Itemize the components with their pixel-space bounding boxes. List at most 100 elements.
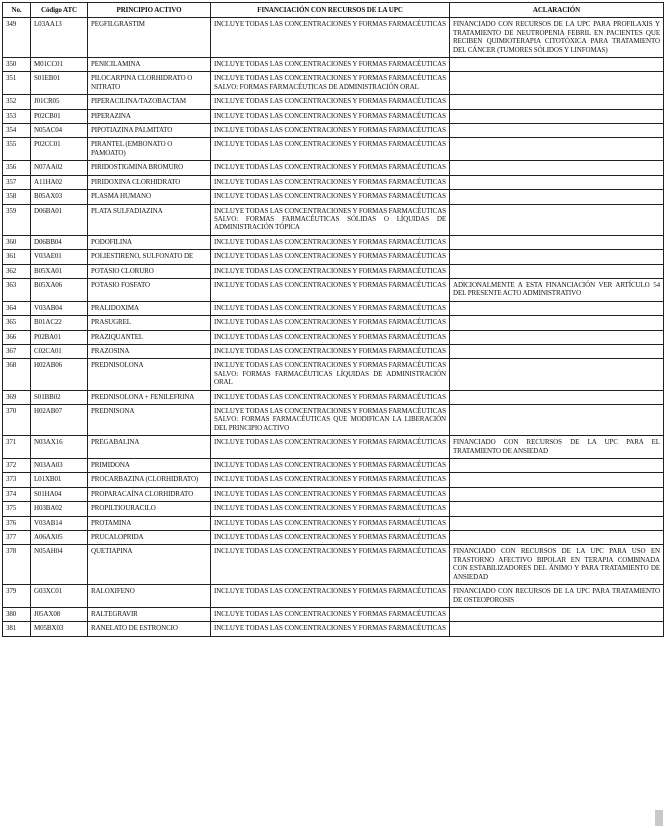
table-row: 358 B05AX03 PLASMA HUMANO INCLUYE TODAS LAS… — [2, 189, 664, 205]
cell-aclaracion — [449, 530, 664, 546]
cell-financiacion: INCLUYE TODAS LAS CONCENTRACIONES Y FORM… — [210, 94, 450, 110]
cell-codigo-atc: B01AC22 — [30, 315, 88, 331]
cell-financiacion: INCLUYE TODAS LAS CONCENTRACIONES Y FORM… — [210, 389, 450, 406]
table-row: 359 D06BA01 PLATA SULFADIAZINA INCLUYE TODA… — [2, 203, 664, 236]
cell-financiacion: INCLUYE TODAS LAS CONCENTRACIONES Y FORM… — [210, 315, 450, 331]
cell-codigo-atc: B05XA06 — [30, 277, 88, 302]
cell-financiacion: INCLUYE TODAS LAS CONCENTRACIONES Y FORM… — [210, 234, 450, 251]
table-row: 377 A06AX05 PRUCALOPRIDA INCLUYE TODAS LAS … — [2, 530, 664, 546]
cell-codigo-atc: D06BB04 — [30, 234, 88, 251]
cell-principio-activo: QUETIAPINA — [87, 544, 211, 586]
cell-codigo-atc: J01CR05 — [30, 94, 88, 110]
cell-codigo-atc: H03BA02 — [30, 501, 88, 517]
table-row: 352 J01CR05 PIPERACILINA/TAZOBACTAM INCLUYE… — [2, 94, 664, 110]
table-row: 357 A11HA02 PIRIDOXINA CLORHIDRATO INCLUYE … — [2, 174, 664, 191]
cell-codigo-atc: B05XA01 — [30, 263, 88, 279]
cell-aclaracion: FINANCIADO CON RECURSOS DE LA UPC PARA P… — [449, 17, 664, 59]
cell-no: 379 — [2, 584, 31, 608]
table-row: 374 S01HA04 PROPARACAÍNA CLORHIDRATO INCLUY… — [2, 486, 664, 503]
table-row: 378 N05AH04 QUETIAPINA INCLUYE TODAS LAS CO… — [2, 544, 664, 586]
cell-financiacion: INCLUYE TODAS LAS CONCENTRACIONES Y FORM… — [210, 300, 450, 317]
cell-no: 360 — [2, 234, 31, 251]
header-aclaracion: ACLARACIÓN — [449, 1, 664, 19]
cell-principio-activo: PIPERACILINA/TAZOBACTAM — [87, 94, 211, 110]
cell-codigo-atc: N07AA02 — [30, 160, 88, 176]
scrollbar-thumb[interactable] — [655, 810, 663, 826]
table-row: 356 N07AA02 PIRIDOSTIGMINA BROMURO INCLUYE … — [2, 160, 664, 176]
cell-aclaracion — [449, 234, 664, 251]
cell-principio-activo: PENICILAMINA — [87, 57, 211, 73]
cell-aclaracion — [449, 621, 664, 637]
cell-no: 359 — [2, 203, 31, 236]
cell-financiacion: INCLUYE TODAS LAS CONCENTRACIONES Y FORM… — [210, 486, 450, 503]
cell-aclaracion — [449, 137, 664, 162]
cell-no: 354 — [2, 123, 31, 139]
table-row: 370 H02AB07 PREDNISONA INCLUYE TODAS LAS CO… — [2, 403, 664, 437]
cell-financiacion: INCLUYE TODAS LAS CONCENTRACIONES Y FORM… — [210, 174, 450, 191]
cell-aclaracion — [449, 606, 664, 623]
table-row: 354 N05AC04 PIPOTIAZINA PALMITATO INCLUYE T… — [2, 123, 664, 139]
cell-codigo-atc: S01EB01 — [30, 71, 88, 96]
table-row: 379 G03XC01 RALOXIFENO INCLUYE TODAS LAS CO… — [2, 584, 664, 608]
cell-no: 380 — [2, 606, 31, 623]
cell-no: 358 — [2, 189, 31, 205]
cell-no: 365 — [2, 315, 31, 331]
cell-aclaracion — [449, 123, 664, 139]
cell-aclaracion — [449, 160, 664, 176]
cell-principio-activo: PREDNISOLONA + FENILEFRINA — [87, 389, 211, 406]
cell-aclaracion: ADICIONALMENTE A ESTA FINANCIACIÓN VER A… — [449, 277, 664, 302]
table-row: 364 V03AB04 PRALIDOXIMA INCLUYE TODAS LAS C… — [2, 300, 664, 317]
cell-no: 381 — [2, 621, 31, 637]
cell-financiacion: INCLUYE TODAS LAS CONCENTRACIONES Y FORM… — [210, 358, 450, 391]
cell-aclaracion — [449, 249, 664, 265]
table-row: 380 J05AX08 RALTEGRAVIR INCLUYE TODAS LAS C… — [2, 606, 664, 623]
cell-no: 370 — [2, 403, 31, 437]
cell-financiacion: INCLUYE TODAS LAS CONCENTRACIONES Y FORM… — [210, 544, 450, 586]
cell-financiacion: INCLUYE TODAS LAS CONCENTRACIONES Y FORM… — [210, 160, 450, 176]
cell-codigo-atc: N03AX16 — [30, 435, 88, 460]
cell-codigo-atc: A06AX05 — [30, 530, 88, 546]
cell-principio-activo: POTASIO FOSFATO — [87, 277, 211, 302]
medication-table: No. Código ATC PRINCIPIO ACTIVO FINANCIA… — [2, 1, 664, 637]
table-row: 372 N03AA03 PRIMIDONA INCLUYE TODAS LAS CON… — [2, 458, 664, 474]
cell-principio-activo: PEGFILGRASTIM — [87, 17, 211, 59]
cell-principio-activo: PILOCARPINA CLORHIDRATO O NITRATO — [87, 71, 211, 96]
cell-principio-activo: PIPERAZINA — [87, 108, 211, 125]
cell-codigo-atc: A11HA02 — [30, 174, 88, 191]
cell-codigo-atc: L03AA13 — [30, 17, 88, 59]
cell-no: 374 — [2, 486, 31, 503]
cell-principio-activo: PIRIDOSTIGMINA BROMURO — [87, 160, 211, 176]
cell-aclaracion — [449, 329, 664, 345]
cell-codigo-atc: D06BA01 — [30, 203, 88, 236]
cell-aclaracion: FINANCIADO CON RECURSOS DE LA UPC PARA U… — [449, 544, 664, 586]
cell-principio-activo: PROTAMINA — [87, 515, 211, 532]
cell-principio-activo: PLATA SULFADIAZINA — [87, 203, 211, 236]
cell-financiacion: INCLUYE TODAS LAS CONCENTRACIONES Y FORM… — [210, 189, 450, 205]
cell-aclaracion — [449, 94, 664, 110]
cell-principio-activo: PREDNISONA — [87, 403, 211, 437]
cell-principio-activo: PRAZIQUANTEL — [87, 329, 211, 345]
cell-aclaracion — [449, 71, 664, 96]
cell-financiacion: INCLUYE TODAS LAS CONCENTRACIONES Y FORM… — [210, 57, 450, 73]
table-row: 375 H03BA02 PROPILTIOURACILO INCLUYE TODAS … — [2, 501, 664, 517]
cell-aclaracion — [449, 203, 664, 236]
cell-financiacion: INCLUYE TODAS LAS CONCENTRACIONES Y FORM… — [210, 472, 450, 488]
table-row: 362 B05XA01 POTASIO CLORURO INCLUYE TODAS L… — [2, 263, 664, 279]
cell-financiacion: INCLUYE TODAS LAS CONCENTRACIONES Y FORM… — [210, 203, 450, 236]
cell-financiacion: INCLUYE TODAS LAS CONCENTRACIONES Y FORM… — [210, 123, 450, 139]
cell-aclaracion — [449, 300, 664, 317]
table-row: 355 P02CC01 PIRANTEL (EMBONATO O PAMOATO) I… — [2, 137, 664, 162]
cell-principio-activo: PROCARBAZINA (CLORHIDRATO) — [87, 472, 211, 488]
cell-codigo-atc: P02CB01 — [30, 108, 88, 125]
cell-no: 367 — [2, 343, 31, 360]
table-row: 351 S01EB01 PILOCARPINA CLORHIDRATO O NITR… — [2, 71, 664, 96]
cell-aclaracion — [449, 174, 664, 191]
cell-financiacion: INCLUYE TODAS LAS CONCENTRACIONES Y FORM… — [210, 263, 450, 279]
cell-financiacion: INCLUYE TODAS LAS CONCENTRACIONES Y FORM… — [210, 501, 450, 517]
cell-no: 349 — [2, 17, 31, 59]
table-row: 376 V03AB14 PROTAMINA INCLUYE TODAS LAS CON… — [2, 515, 664, 532]
cell-principio-activo: POLIESTIRENO, SULFONATO DE — [87, 249, 211, 265]
cell-codigo-atc: P02CC01 — [30, 137, 88, 162]
cell-principio-activo: RALTEGRAVIR — [87, 606, 211, 623]
cell-aclaracion — [449, 189, 664, 205]
